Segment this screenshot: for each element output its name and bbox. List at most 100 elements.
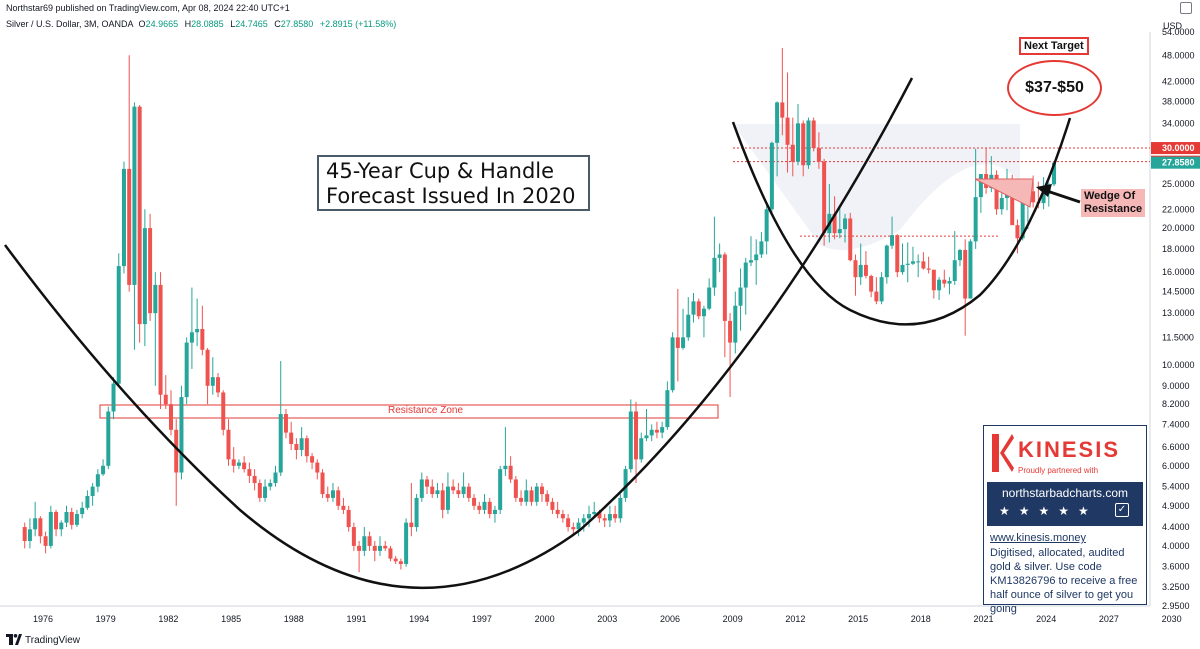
candle: [675, 288, 680, 382]
y-tick-label: 22.0000: [1162, 204, 1195, 214]
candle: [879, 272, 884, 305]
candle: [701, 305, 706, 338]
candle-body: [508, 465, 513, 480]
candle: [790, 117, 795, 177]
x-tick-label: 2006: [660, 614, 680, 624]
ad-url-link[interactable]: www.kinesis.money: [990, 532, 1086, 544]
candle-body: [691, 301, 696, 315]
kinesis-ad[interactable]: KINESIS Proudly partnered with northstar…: [983, 425, 1147, 615]
candle-body: [524, 490, 529, 502]
candle-body: [733, 305, 738, 343]
candle: [74, 509, 79, 528]
candle-body: [900, 264, 905, 273]
candle-body: [315, 462, 320, 473]
candle-body: [137, 106, 142, 325]
candle: [430, 479, 435, 498]
big-cup-curve: [3, 77, 914, 590]
candle-body: [430, 486, 435, 495]
candle: [283, 409, 288, 439]
candle-body: [111, 383, 116, 412]
candle-body: [764, 209, 769, 242]
candle-body: [665, 390, 670, 428]
candle: [534, 483, 539, 506]
candle: [184, 337, 189, 405]
candle-body: [294, 444, 299, 451]
candle: [341, 497, 346, 515]
next-target-label: Next Target: [1019, 37, 1089, 55]
x-tick-label: 2027: [1099, 614, 1119, 624]
price-axis[interactable]: [1150, 32, 1200, 630]
candle-body: [806, 120, 811, 166]
candle-body: [304, 438, 309, 457]
candle: [419, 472, 424, 502]
candle-body: [675, 337, 680, 348]
candle-body: [487, 501, 492, 515]
candle-body: [576, 522, 581, 530]
candle-body: [33, 518, 38, 530]
x-tick-label: 2021: [973, 614, 993, 624]
candle: [315, 459, 320, 480]
x-tick-label: 2018: [911, 614, 931, 624]
candle-body: [816, 148, 821, 162]
candle-body: [278, 414, 283, 473]
candle: [226, 419, 231, 466]
candle: [163, 375, 168, 410]
candle: [263, 479, 268, 502]
candle-body: [106, 411, 111, 466]
candle: [550, 497, 555, 515]
candle-body: [289, 432, 294, 445]
candle: [686, 297, 691, 341]
snapshot-icon[interactable]: [1180, 2, 1192, 14]
tradingview-logo-icon[interactable]: [6, 634, 22, 645]
ad-site-band: northstarbadcharts.com ★★★★★ ✓: [987, 482, 1143, 526]
candle-body: [973, 197, 978, 242]
candle: [837, 207, 842, 239]
footer-bar: TradingView: [0, 630, 1200, 649]
tradingview-brand: TradingView: [25, 635, 81, 646]
resistance-zone-box: [99, 404, 719, 419]
candle-body: [236, 462, 241, 466]
candle: [519, 490, 524, 506]
candle: [200, 305, 205, 356]
candle-body: [388, 548, 393, 559]
candle: [874, 277, 879, 305]
candle: [775, 101, 780, 177]
candle-body: [445, 486, 450, 510]
x-tick-label: 2000: [535, 614, 555, 624]
candle-body: [597, 511, 602, 519]
candle: [707, 278, 712, 311]
x-tick-label: 1994: [409, 614, 429, 624]
candle: [111, 377, 116, 420]
candle-body: [48, 511, 53, 546]
x-tick-label: 1991: [346, 614, 366, 624]
candle: [895, 234, 900, 278]
candle-body: [785, 117, 790, 145]
candle-body: [492, 509, 497, 515]
candle-body: [539, 486, 544, 495]
candle: [487, 497, 492, 519]
candle-body: [210, 377, 215, 386]
candle: [618, 494, 623, 523]
candle-body: [811, 120, 816, 149]
candle: [101, 459, 106, 476]
candle-body: [1041, 193, 1046, 204]
candle-body: [64, 511, 69, 523]
candle: [148, 213, 153, 321]
price-label-bg: [1151, 156, 1200, 169]
y-tick-label: 18.0000: [1162, 244, 1195, 254]
candle-body: [372, 545, 377, 551]
candle: [722, 252, 727, 358]
candle-body: [999, 197, 1004, 210]
top-bar: Northstar69 published on TradingView.com…: [0, 0, 1200, 16]
candle: [127, 55, 132, 292]
candle: [273, 465, 278, 487]
candle: [294, 438, 299, 460]
candle: [884, 244, 889, 284]
candle-body: [560, 514, 565, 519]
candle: [691, 292, 696, 323]
candle-body: [336, 490, 341, 506]
candle-body: [858, 264, 863, 278]
candle: [393, 556, 398, 564]
candle-body: [602, 518, 607, 521]
